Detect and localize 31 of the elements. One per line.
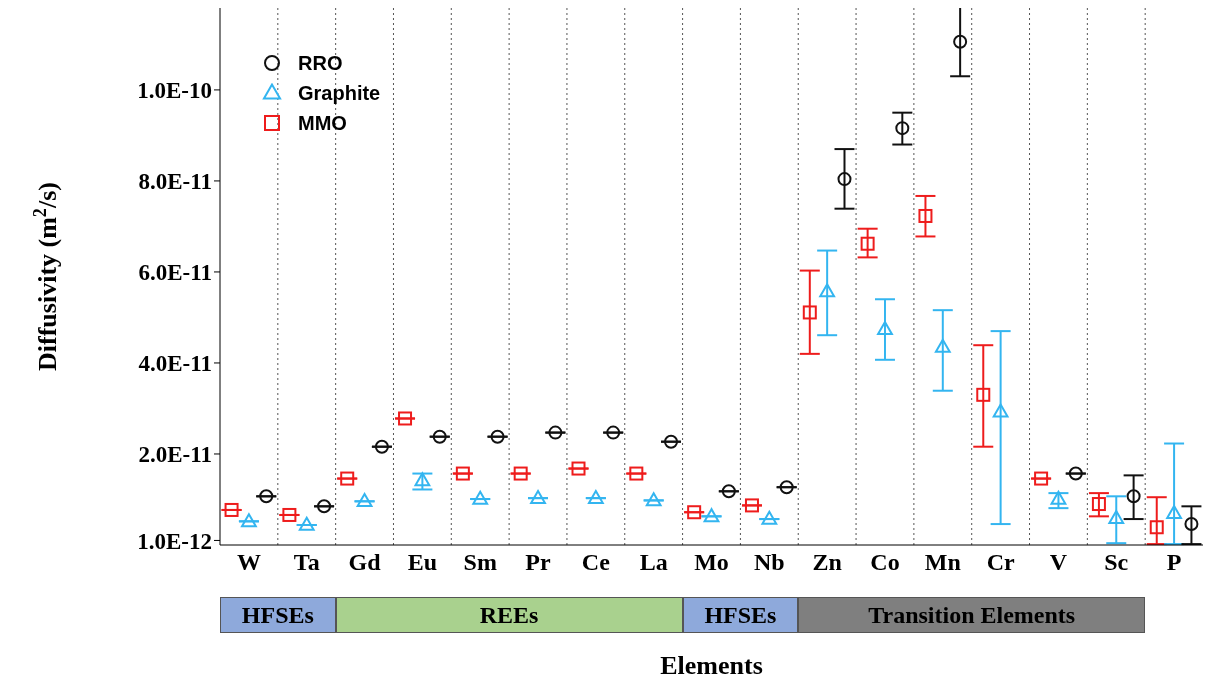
x-tick-label: P [1166, 549, 1182, 576]
legend-label: MMO [298, 111, 347, 135]
x-tick-label: Eu [407, 549, 438, 576]
legend-label: RRO [298, 51, 343, 75]
x-tick-label: Ta [293, 549, 320, 576]
y-tick-label: 4.0E-11 [138, 351, 212, 377]
x-tick-label: Nb [753, 549, 785, 576]
x-axis-title: Elements [660, 651, 763, 680]
x-tick-label: Pr [525, 549, 552, 576]
text: REEs [335, 597, 683, 633]
x-tick-label: Mn [924, 549, 961, 576]
x-tick-label: La [639, 549, 668, 576]
y-tick-label: 1.0E-10 [137, 78, 212, 104]
x-tick-label: Co [870, 549, 900, 576]
x-tick-label: Mo [694, 549, 729, 576]
x-tick-label: Gd [348, 549, 382, 576]
x-tick-label: Sc [1104, 549, 1129, 576]
text: HFSEs [682, 597, 799, 633]
x-tick-label: Cr [986, 549, 1015, 576]
text: HFSEs [220, 597, 336, 633]
x-tick-label: Zn [812, 549, 842, 576]
text: Transition Elements [798, 597, 1146, 633]
legend-label: Graphite [298, 81, 381, 105]
y-tick-label: 8.0E-11 [138, 169, 212, 195]
y-tick-label: 6.0E-11 [138, 260, 212, 286]
x-tick-label: W [236, 549, 261, 576]
y-tick-label: 1.0E-12 [137, 528, 212, 554]
y-tick-label: 2.0E-11 [138, 442, 212, 468]
x-tick-label: Ce [581, 549, 611, 576]
x-tick-label: Sm [463, 549, 497, 576]
x-tick-label: V [1049, 549, 1068, 576]
